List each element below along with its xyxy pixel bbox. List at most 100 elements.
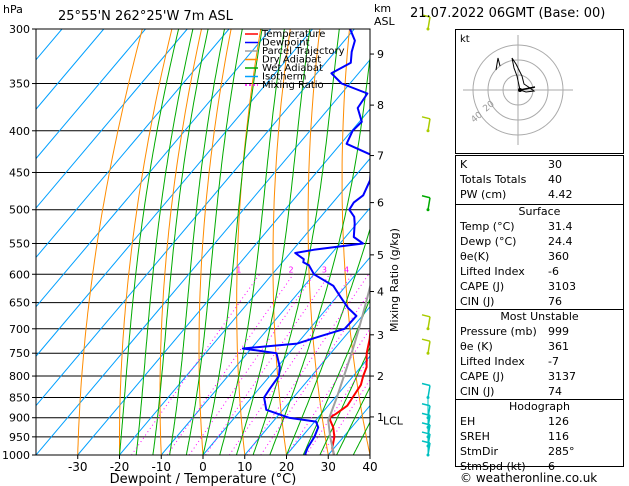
hodograph-table-label: EH bbox=[460, 415, 476, 428]
dry-adiabat-line bbox=[272, 29, 291, 455]
surface-label: θe(K) bbox=[460, 250, 490, 263]
location-title: 25°55'N 262°25'W 7m ASL bbox=[58, 9, 234, 24]
wind-barb-feather bbox=[421, 382, 431, 387]
isotherm-line bbox=[202, 256, 370, 455]
mixing-ratio-label: 6 bbox=[378, 265, 383, 274]
unstable-row: Pressure (mb) 999 bbox=[456, 324, 623, 339]
isotherm-line bbox=[36, 29, 230, 259]
surface-row: CAPE (J) 3103 bbox=[456, 279, 623, 294]
dry-adiabat-line bbox=[341, 29, 370, 455]
surface-section-title: Surface bbox=[518, 205, 561, 218]
unstable-value: 3137 bbox=[548, 370, 576, 383]
hodograph-ring-label: 20 bbox=[482, 99, 497, 114]
wind-barb-base bbox=[426, 351, 430, 355]
legend-label: Wet Adiabat bbox=[262, 63, 323, 74]
unstable-label: Pressure (mb) bbox=[460, 325, 537, 338]
unstable-row: CAPE (J) 3137 bbox=[456, 369, 623, 384]
surface-row: Dewp (°C) 24.4 bbox=[456, 234, 623, 249]
pressure-tick-label: 700 bbox=[9, 323, 30, 336]
lcl-label: LCL bbox=[383, 414, 404, 427]
hodograph-table-row: SREH 116 bbox=[456, 429, 623, 444]
storm-motion-vector bbox=[519, 86, 536, 91]
height-tick-label: 7 bbox=[377, 150, 384, 163]
wet-adiabat-line bbox=[219, 29, 285, 455]
wind-barb-feather bbox=[421, 338, 431, 342]
height-tick-label: 1 bbox=[377, 411, 384, 424]
temp-tick-label: -30 bbox=[68, 460, 88, 474]
surface-label: CAPE (J) bbox=[460, 280, 505, 293]
isotherm-line bbox=[36, 29, 188, 209]
wet-adiabat-line bbox=[252, 29, 340, 455]
mixing-ratio-label: 8 bbox=[401, 265, 406, 274]
surface-value: 76 bbox=[548, 295, 562, 308]
isotherm-line bbox=[36, 29, 355, 407]
mixing-ratio-line bbox=[131, 274, 260, 455]
datetime-title: 21.07.2022 06GMT (Base: 00) bbox=[410, 6, 606, 21]
legend-label: Dewpoint bbox=[262, 38, 310, 49]
temp-tick-label: 0 bbox=[199, 460, 207, 474]
pressure-tick-label: 650 bbox=[9, 297, 30, 310]
wind-barb-feather bbox=[421, 14, 431, 18]
height-tick-label: 6 bbox=[377, 197, 384, 210]
wet-adiabat-line bbox=[336, 385, 370, 455]
surface-label: CIN (J) bbox=[460, 295, 495, 308]
wind-barb-base bbox=[426, 208, 430, 212]
mixing-ratio-label: 1 bbox=[236, 265, 241, 274]
surface-label: Lifted Index bbox=[460, 265, 525, 278]
unstable-row: Lifted Index -7 bbox=[456, 354, 623, 369]
height-tick-label: 5 bbox=[377, 249, 384, 262]
isotherm-line bbox=[36, 29, 105, 110]
surface-value: 3103 bbox=[548, 280, 576, 293]
surface-value: 24.4 bbox=[548, 235, 573, 248]
unstable-row: CIN (J) 74 bbox=[456, 384, 623, 399]
wet-adiabat-line bbox=[302, 297, 370, 455]
wind-barb bbox=[427, 341, 431, 354]
unstable-value: 361 bbox=[548, 340, 569, 353]
height-tick-label: 8 bbox=[377, 99, 384, 112]
hodograph-ring-label: 40 bbox=[470, 110, 485, 125]
wet-adiabat-line bbox=[202, 29, 263, 455]
pw-value: 4.42 bbox=[548, 188, 573, 201]
unstable-value: 74 bbox=[548, 385, 562, 398]
isotherm-line bbox=[36, 29, 146, 160]
series-parcel-trajectory bbox=[327, 283, 370, 455]
mixing-ratio-line bbox=[260, 290, 370, 455]
isotherm-line bbox=[160, 207, 370, 455]
dry-adiabat-line bbox=[77, 29, 143, 455]
wind-barb-base bbox=[426, 327, 430, 331]
temp-tick-label: 20 bbox=[279, 460, 294, 474]
hodograph-table-value: 285° bbox=[548, 445, 575, 458]
separator bbox=[456, 309, 623, 310]
unstable-row: θe (K) 361 bbox=[456, 339, 623, 354]
isotherm-line bbox=[244, 306, 370, 455]
k-index-label: K bbox=[460, 158, 468, 171]
hodograph-table-row: EH 126 bbox=[456, 414, 623, 429]
wind-barb-base bbox=[426, 27, 430, 31]
wet-adiabat-line bbox=[119, 29, 180, 455]
mixing-ratio-label: 10 bbox=[417, 265, 427, 274]
legend-label: Parcel Trajectory bbox=[262, 46, 345, 57]
pressure-tick-label: 550 bbox=[9, 237, 30, 250]
hodograph-table-value: 116 bbox=[548, 430, 569, 443]
unstable-label: Lifted Index bbox=[460, 355, 525, 368]
legend-label: Temperature bbox=[261, 29, 325, 40]
indices-panel: K 30 Totals Totals 40 PW (cm) 4.42 Surface … bbox=[455, 155, 624, 473]
wet-adiabat-line bbox=[286, 227, 370, 455]
hodograph-table-value: 6 bbox=[548, 460, 555, 473]
pressure-tick-label: 450 bbox=[9, 166, 30, 179]
totals-totals-value: 40 bbox=[548, 173, 562, 186]
wind-barb-base bbox=[426, 129, 430, 133]
pressure-tick-label: 400 bbox=[9, 125, 30, 138]
wind-barb bbox=[427, 385, 431, 398]
hodograph-unit: kt bbox=[460, 34, 470, 45]
k-index-value: 30 bbox=[548, 158, 562, 171]
surface-row: CIN (J) 76 bbox=[456, 294, 623, 309]
legend-label: Isotherm bbox=[262, 72, 306, 83]
temp-tick-label: 40 bbox=[362, 460, 377, 474]
surface-value: 31.4 bbox=[548, 220, 573, 233]
mixing-ratio-line bbox=[166, 274, 294, 455]
dry-adiabat-line bbox=[307, 29, 329, 455]
wet-adiabat-line bbox=[185, 29, 243, 455]
